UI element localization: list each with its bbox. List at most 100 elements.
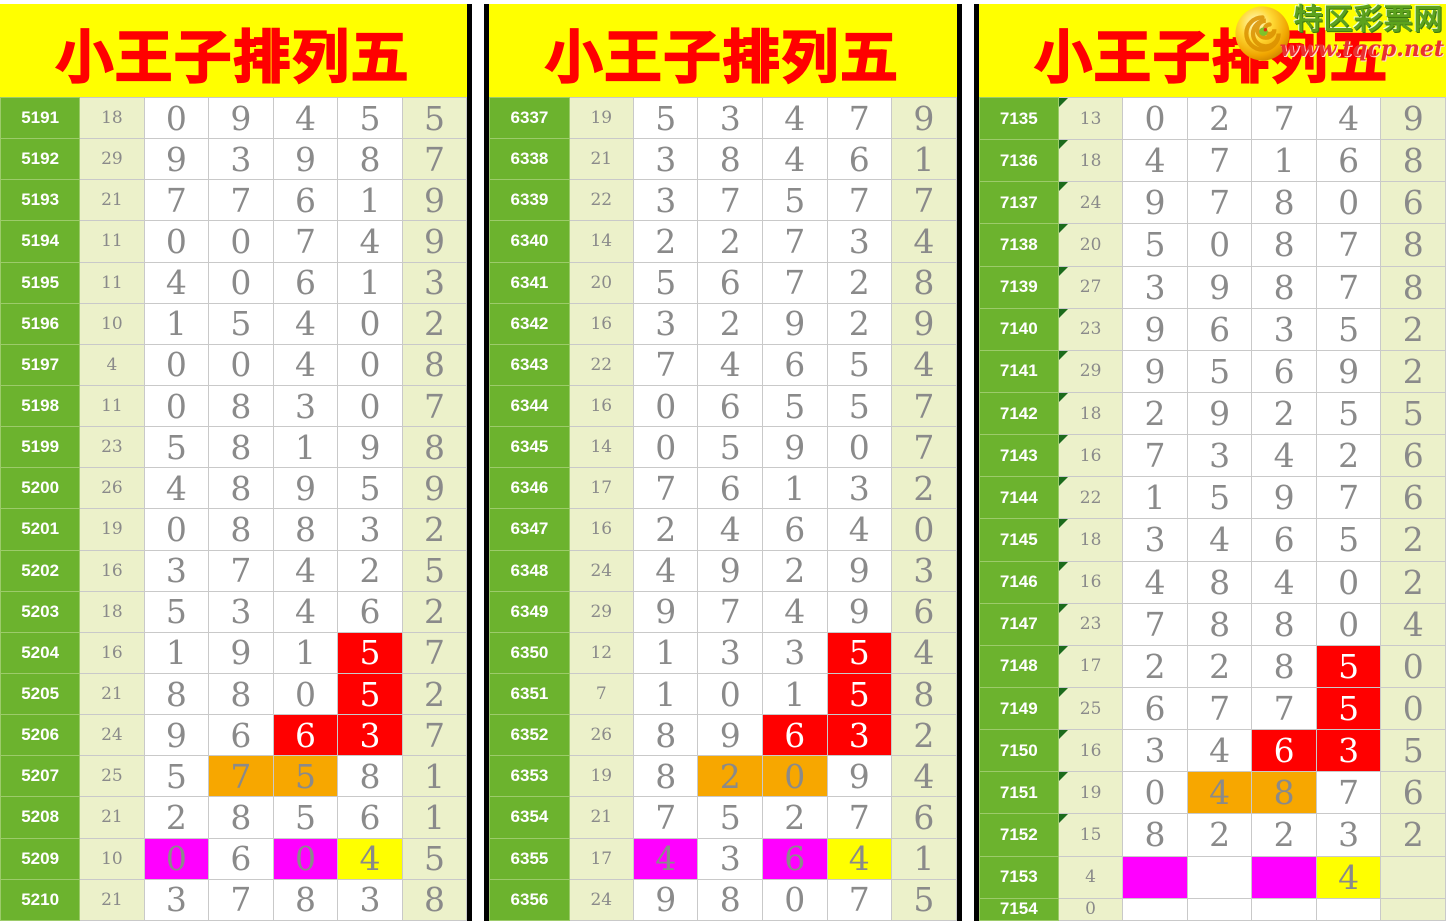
table-row: 7143 16 7 3 4 2 6 xyxy=(978,434,1446,478)
digit-cell: 7 xyxy=(826,96,893,140)
issue-number-cell: 6349 xyxy=(489,590,570,633)
digit-cell: 3 xyxy=(143,549,210,592)
digit-cell: 1 xyxy=(1122,476,1188,520)
digit-cell: 7 xyxy=(208,755,274,798)
digit-cell: 0 xyxy=(1380,644,1446,688)
site-logo[interactable]: 特区彩票网 www.tqcp.net xyxy=(1234,4,1444,62)
issue-number-cell: 6355 xyxy=(489,837,570,880)
issue-number-cell: 6340 xyxy=(489,220,570,263)
miss-count-cell: 14 xyxy=(568,426,634,469)
digit-cell xyxy=(1380,897,1446,921)
digit-cell: 9 xyxy=(826,549,893,592)
issue-number-cell: 5201 xyxy=(0,508,81,551)
digit-cell: 5 xyxy=(1186,476,1253,520)
digit-cell: 5 xyxy=(143,590,210,633)
digit-cell: 0 xyxy=(272,672,339,716)
digit-cell: 7 xyxy=(1186,686,1253,731)
digit-cell: 8 xyxy=(891,672,957,716)
table-row: 6340 14 2 2 7 3 4 xyxy=(489,220,957,263)
digit-cell: 6 xyxy=(891,590,957,633)
miss-count-cell: 24 xyxy=(1057,181,1124,225)
miss-count-cell: 29 xyxy=(568,590,634,633)
digit-cell: 8 xyxy=(632,755,699,798)
digit-cell xyxy=(1186,855,1253,899)
digit-cell: 7 xyxy=(1315,476,1382,520)
digit-cell: 2 xyxy=(1251,813,1317,857)
issue-number-cell: 7148 xyxy=(978,644,1059,688)
digit-cell: 4 xyxy=(272,549,339,592)
table-row: 5206 24 9 6 6 3 7 xyxy=(0,714,468,757)
digit-cell: 4 xyxy=(891,755,957,798)
digit-cell: 9 xyxy=(208,631,274,674)
miss-count-cell: 17 xyxy=(568,467,634,510)
digit-cell: 9 xyxy=(762,426,828,469)
issue-number-cell: 6341 xyxy=(489,261,570,304)
digit-cell: 7 xyxy=(762,220,828,263)
miss-count-cell: 11 xyxy=(79,220,145,263)
digit-cell: 2 xyxy=(1380,307,1446,351)
digit-cell: 2 xyxy=(401,590,468,633)
issue-number-cell: 5209 xyxy=(0,837,81,880)
table-row: 7152 15 8 2 2 3 2 xyxy=(978,813,1446,857)
miss-count-cell: 19 xyxy=(568,755,634,798)
digit-cell: 6 xyxy=(1251,729,1317,773)
issue-number-cell: 5206 xyxy=(0,714,81,757)
digit-cell: 9 xyxy=(272,467,339,510)
digit-cell: 4 xyxy=(826,837,893,880)
digit-cell: 6 xyxy=(337,796,403,839)
miss-count-cell: 25 xyxy=(1057,686,1124,731)
digit-cell: 4 xyxy=(1251,560,1317,604)
miss-count-cell: 23 xyxy=(1057,307,1124,351)
issue-number-cell: 7143 xyxy=(978,434,1059,478)
digit-cell: 5 xyxy=(337,467,403,510)
table-row: 5208 21 2 8 5 6 1 xyxy=(0,796,468,839)
digit-cell: 7 xyxy=(826,878,893,921)
table-row: 6355 17 4 3 6 4 1 xyxy=(489,837,957,880)
digit-cell: 3 xyxy=(762,631,828,674)
digit-cell: 4 xyxy=(697,508,763,551)
table-row: 5192 29 9 3 9 8 7 xyxy=(0,138,468,181)
table-row: 7135 13 0 2 7 4 9 xyxy=(978,96,1446,141)
miss-count-cell: 10 xyxy=(79,302,145,345)
table-row: 7139 27 3 9 8 7 8 xyxy=(978,265,1446,309)
panel-title: 小王子排列五 xyxy=(545,25,900,89)
issue-number-cell: 5192 xyxy=(0,138,81,181)
issue-number-cell: 6354 xyxy=(489,796,570,839)
digit-cell: 8 xyxy=(1380,265,1446,309)
table-row: 6346 17 7 6 1 3 2 xyxy=(489,467,957,510)
digit-cell: 7 xyxy=(632,467,699,510)
digit-cell: 5 xyxy=(1315,518,1382,562)
digit-cell: 5 xyxy=(1315,307,1382,351)
digit-cell: 3 xyxy=(632,179,699,222)
digit-cell: 2 xyxy=(1380,813,1446,857)
digit-cell: 6 xyxy=(697,384,763,428)
issue-number-cell: 7137 xyxy=(978,181,1059,225)
digit-cell: 2 xyxy=(1186,813,1253,857)
miss-count-cell: 18 xyxy=(79,96,145,140)
digit-cell: 8 xyxy=(1122,813,1188,857)
digit-cell: 9 xyxy=(697,549,763,592)
digit-cell: 4 xyxy=(1380,602,1446,646)
issue-number-cell: 7145 xyxy=(978,518,1059,562)
miss-count-cell: 21 xyxy=(79,179,145,222)
table-row: 5205 21 8 8 0 5 2 xyxy=(0,672,468,716)
issue-number-cell: 7154 xyxy=(978,897,1059,921)
table-row: 5203 18 5 3 4 6 2 xyxy=(0,590,468,633)
digit-cell xyxy=(1186,897,1253,921)
miss-count-cell: 26 xyxy=(568,714,634,757)
digit-cell: 4 xyxy=(1122,560,1188,604)
issue-number-cell: 5193 xyxy=(0,179,81,222)
digit-cell: 0 xyxy=(1315,602,1382,646)
digit-cell: 7 xyxy=(1122,602,1188,646)
table-row: 7150 16 3 4 6 3 5 xyxy=(978,729,1446,773)
digit-cell: 1 xyxy=(401,755,468,798)
golden-swirl-icon xyxy=(1235,6,1290,61)
digit-cell: 9 xyxy=(272,138,339,181)
digit-cell: 8 xyxy=(208,796,274,839)
digit-cell: 5 xyxy=(337,631,403,674)
digit-cell: 5 xyxy=(632,261,699,304)
table-row: 5197 4 0 0 4 0 8 xyxy=(0,343,468,386)
digit-cell: 1 xyxy=(632,631,699,674)
panel-3-header: 小王子排列五 xyxy=(978,4,1446,97)
